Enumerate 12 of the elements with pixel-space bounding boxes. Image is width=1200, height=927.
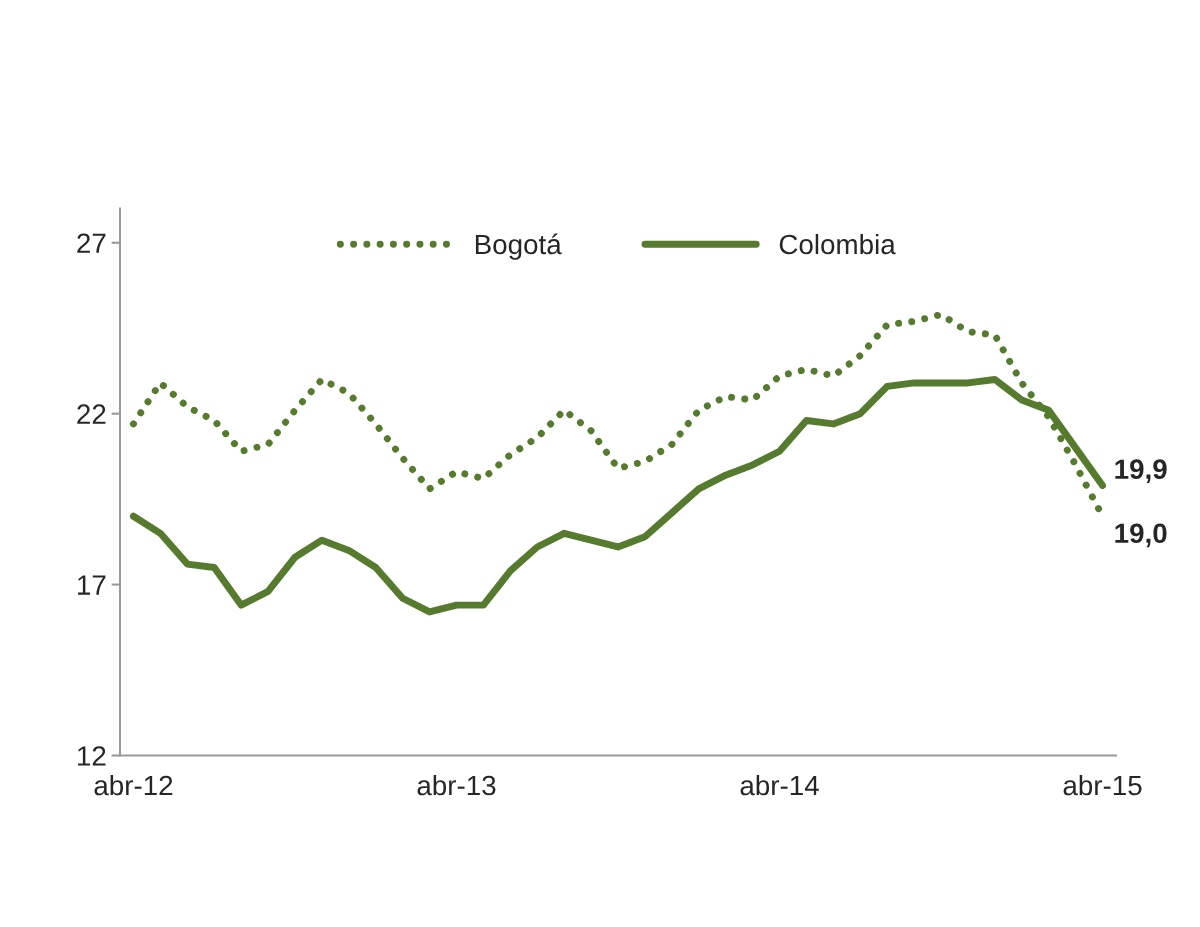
legend-label: Colombia <box>779 233 896 255</box>
x-tick-label: abr-15 <box>1063 774 1142 796</box>
y-tick-label: 12 <box>78 746 106 766</box>
legend-label: Bogotá <box>475 233 562 260</box>
y-tick-label: 22 <box>77 404 106 424</box>
data-label: 19,0 <box>1115 523 1167 548</box>
y-tick-label: 27 <box>77 233 106 253</box>
x-tick-label: abr-14 <box>740 774 819 796</box>
x-tick-label: abr-13 <box>417 774 496 796</box>
data-label: 19,9 <box>1115 459 1167 484</box>
x-tick-label: abr-12 <box>94 774 173 796</box>
y-tick-label: 17 <box>78 575 106 595</box>
